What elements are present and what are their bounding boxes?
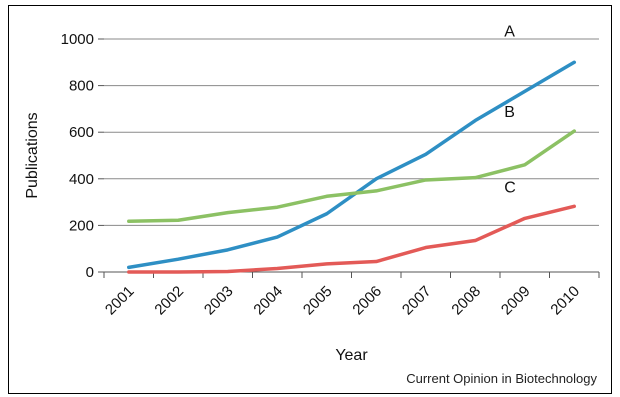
x-tick-label: 2003: [201, 283, 237, 319]
y-tick-label: 800: [69, 78, 94, 95]
x-tick-label: 2005: [300, 283, 336, 319]
series-label-B: B: [504, 104, 515, 121]
x-tick-label: 2009: [498, 283, 534, 319]
gridlines: [104, 38, 599, 273]
y-tick-label: 1000: [61, 31, 94, 48]
y-axis-label: Publications: [24, 112, 41, 198]
series-label-C: C: [504, 179, 516, 196]
x-tick-label: 2006: [349, 283, 385, 319]
x-tick-label: 2008: [448, 283, 484, 319]
x-tick-label: 2002: [151, 283, 187, 319]
series-line-A: [127, 60, 576, 270]
x-tick-label: 2004: [250, 283, 286, 319]
y-axis-ticks: 0 200 400 600 800 1000: [61, 31, 104, 281]
series-label-A: A: [504, 23, 515, 40]
y-tick-label: 600: [69, 124, 94, 141]
y-tick-label: 0: [86, 264, 94, 281]
figure-frame: 0 200 400 600 800 1000 2001 2002 2003 2004 2005 20…: [8, 5, 612, 394]
y-tick-label: 400: [69, 171, 94, 188]
credit-text: Current Opinion in Biotechnology: [406, 371, 597, 386]
x-tick-label: 2001: [102, 283, 138, 319]
series-line-C: [127, 204, 576, 274]
series-labels: A B C: [504, 23, 516, 196]
series-line-B: [127, 129, 576, 223]
x-axis-ticks: 2001 2002 2003 2004 2005 2006 2007 2008 2009 2010: [102, 272, 600, 319]
y-tick-label: 200: [69, 217, 94, 234]
x-tick-label: 2007: [399, 283, 435, 319]
series-lines: [127, 60, 576, 274]
x-axis-label: Year: [335, 347, 368, 364]
x-tick-label: 2010: [547, 283, 583, 319]
